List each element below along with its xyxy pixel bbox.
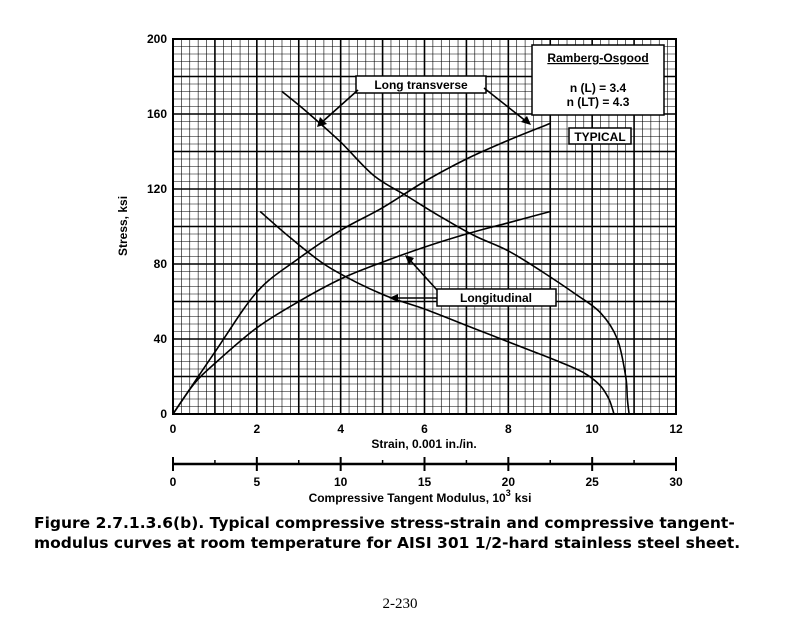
- secondary-axis-label-text: Compressive Tangent Modulus, 10: [309, 491, 506, 505]
- secondary-axis-tick-label: 10: [334, 475, 348, 489]
- tangent-modulus-curve: [281, 90, 630, 415]
- y-tick-label: 120: [147, 182, 167, 196]
- x-tick-label: 6: [421, 422, 428, 436]
- y-tick-label: 0: [160, 407, 167, 421]
- long-transverse-arrow-left: [320, 89, 359, 124]
- y-tick-label: 80: [154, 257, 168, 271]
- longitudinal-arrow-up: [408, 258, 438, 291]
- stress-strain-curve: [172, 210, 551, 415]
- long-transverse-label: Long transverse: [374, 78, 468, 92]
- x-axis-label: Strain, 0.001 in./in.: [371, 437, 476, 451]
- secondary-axis-ticks: 0 5 10 15 20 25 30: [170, 457, 683, 489]
- stress-strain-curve: [172, 122, 551, 415]
- secondary-axis-label-unit: ksi: [515, 491, 532, 505]
- legend-line-n-lt: n (LT) = 4.3: [567, 95, 630, 109]
- longitudinal-arrowhead-up: [405, 255, 414, 265]
- secondary-axis-tick-label: 5: [253, 475, 260, 489]
- page-number: 2-230: [382, 596, 418, 612]
- x-tick-label: 10: [585, 422, 599, 436]
- secondary-axis-tick-label: 15: [418, 475, 432, 489]
- legend-line-n-l: n (L) = 3.4: [570, 81, 627, 95]
- long-transverse-arrowhead-right: [521, 116, 531, 125]
- x-tick-label: 2: [253, 422, 260, 436]
- y-axis-label: Stress, ksi: [116, 196, 130, 256]
- curves: [172, 90, 630, 415]
- secondary-axis-tick-label: 25: [585, 475, 599, 489]
- x-tick-label: 0: [170, 422, 177, 436]
- secondary-axis-label-exponent: 3: [506, 488, 511, 498]
- tangent-modulus-curve: [259, 210, 615, 415]
- x-tick-label: 8: [505, 422, 512, 436]
- longitudinal-label: Longitudinal: [460, 291, 532, 305]
- longitudinal-arrowhead-left: [389, 294, 398, 302]
- y-tick-label: 160: [147, 107, 167, 121]
- x-tick-label: 4: [337, 422, 344, 436]
- y-tick-label: 200: [147, 32, 167, 46]
- long-transverse-arrowhead-left: [317, 117, 327, 127]
- plot-grid: [173, 39, 676, 414]
- figure-caption: Figure 2.7.1.3.6(b). Typical compressive…: [34, 514, 741, 552]
- long-transverse-arrow-right: [483, 87, 528, 123]
- secondary-axis-label: Compressive Tangent Modulus, 103 ksi: [309, 488, 532, 505]
- legend-title: Ramberg-Osgood: [547, 51, 648, 65]
- secondary-axis-tick-label: 0: [170, 475, 177, 489]
- y-tick-label: 40: [154, 332, 168, 346]
- x-tick-labels: 0 2 4 6 8 10 12: [170, 422, 683, 436]
- typical-box: [568, 127, 632, 145]
- secondary-axis-tick-label: 30: [669, 475, 683, 489]
- plot-frame: [172, 38, 677, 415]
- typical-label: TYPICAL: [574, 130, 625, 144]
- y-tick-labels: 0 40 80 120 160 200: [147, 32, 167, 421]
- x-tick-label: 12: [669, 422, 683, 436]
- long-transverse-box: [355, 75, 487, 94]
- legend-box: [531, 44, 665, 116]
- secondary-axis-tick-label: 20: [502, 475, 516, 489]
